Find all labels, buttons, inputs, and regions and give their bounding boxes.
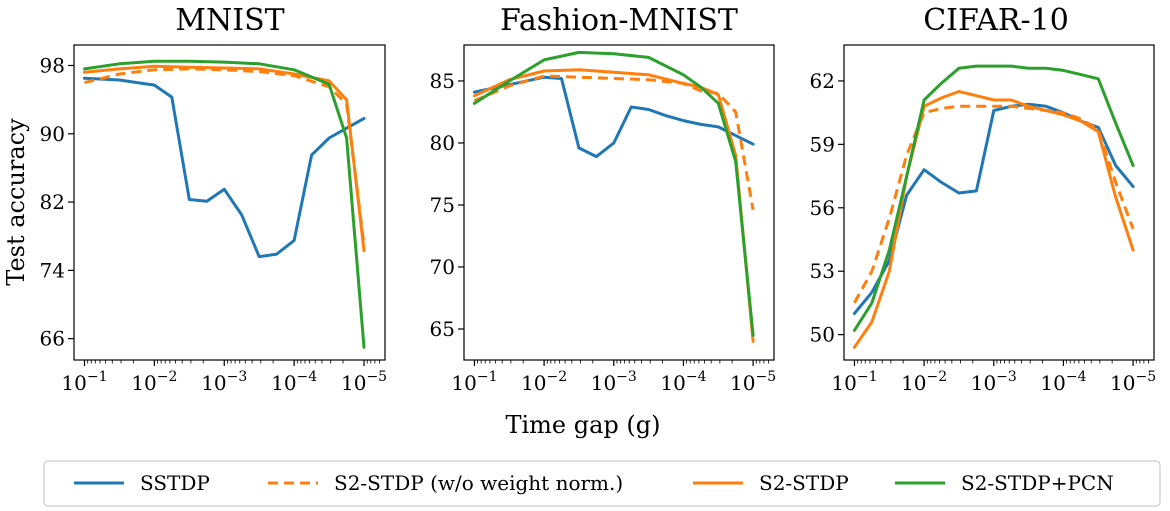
fashion-mnist-x-tick-label: 10−5 [730,369,776,395]
cifar10-y-tick-label: 53 [810,259,835,283]
panel-title-cifar10: CIFAR-10 [923,3,1069,38]
cifar10-x-tick-label: 10−3 [971,369,1017,395]
cifar10-x-tick-label: 10−5 [1110,369,1156,395]
legend-box [43,460,1161,507]
mnist-y-tick-label: 82 [40,190,65,214]
panel-title-mnist: MNIST [175,3,284,38]
axes-frame-cifar10 [843,44,1155,361]
mnist-y-tick-label: 90 [40,122,65,146]
mnist-x-tick-label: 10−3 [201,369,247,395]
cifar10-y-tick-label: 59 [810,132,835,156]
legend-label-s2-stdp: S2-STDP [759,471,849,495]
mnist-series-s2-stdp-w-o-weight-norm [84,67,366,245]
panel-cifar10: CIFAR-10 50 53 56 59 62 10−1 10−2 10−3 10−4 10−5 [810,3,1157,395]
cifar10-series-s2-stdp-w-o-weight-norm [853,104,1135,304]
mnist-y-tick-label: 74 [40,258,65,282]
fashion-mnist-series-sstdp [472,75,755,159]
cifar10-series-sstdp [852,102,1135,315]
fashion-mnist-series-s2-stdp [472,68,755,343]
fashion-mnist-x-tick-label: 10−1 [451,369,497,395]
plot-area-fashion-mnist: 65 70 75 80 85 10−1 10−2 10−3 10−4 10−5 [430,50,776,395]
mnist-x-tick-label: 10−2 [131,369,177,395]
mnist-x-tick-label: 10−4 [271,369,317,395]
fashion-mnist-series-s2-stdp-pcn [472,50,755,337]
mnist-x-tick-label: 10−1 [61,369,107,395]
fashion-mnist-y-tick-label: 85 [430,69,455,93]
panel-fashion-mnist: Fashion-MNIST 65 70 75 80 85 10−1 10−2 10−3 10−4… [430,3,777,395]
mnist-x-tick-label: 10−5 [341,369,387,395]
cifar10-series-s2-stdp [852,90,1135,349]
cifar10-x-tick-label: 10−1 [831,369,877,395]
fashion-mnist-x-tick-label: 10−3 [591,369,637,395]
mnist-y-tick-label: 98 [40,53,65,77]
legend-label-sstdp: SSTDP [140,471,210,495]
legend-label-s2-stdp-pcn: S2-STDP+PCN [961,471,1114,495]
fashion-mnist-x-tick-label: 10−4 [660,369,706,395]
cifar10-series-s2-stdp-pcn [852,64,1135,332]
mnist-series-sstdp [83,76,366,259]
mnist-y-tick-label: 66 [40,327,65,351]
cifar10-x-tick-label: 10−4 [1040,369,1086,395]
fashion-mnist-series-s2-stdp-w-o-weight-norm [473,74,755,211]
mnist-series-s2-stdp [83,64,366,253]
fashion-mnist-x-tick-label: 10−2 [521,369,567,395]
cifar10-y-tick-label: 50 [810,323,835,347]
legend: SSTDP S2-STDP (w/o weight norm.) S2-STDP S2… [43,460,1161,507]
axes-frame-fashion-mnist [463,44,775,361]
fashion-mnist-y-tick-label: 75 [430,193,455,217]
legend-label-s2-stdp-w-o-weight-norm: S2-STDP (w/o weight norm.) [334,471,623,495]
panel-title-fashion-mnist: Fashion-MNIST [500,3,738,38]
plot-area-cifar10: 50 53 56 59 62 10−1 10−2 10−3 10−4 10−5 [810,64,1156,395]
mnist-series-s2-stdp-pcn [83,59,366,349]
fashion-mnist-y-tick-label: 70 [430,255,455,279]
fashion-mnist-y-tick-label: 65 [430,317,455,341]
cifar10-y-tick-label: 62 [810,69,835,93]
cifar10-y-tick-label: 56 [810,196,835,220]
x-axis-label: Time gap (g) [505,411,660,439]
y-axis-label: Test accuracy [2,118,30,286]
fashion-mnist-y-tick-label: 80 [430,131,455,155]
plot-area-mnist: 66 74 82 90 98 10−1 10−2 10−3 10−4 10−5 [40,53,388,395]
cifar10-x-tick-label: 10−2 [901,369,947,395]
panel-mnist: MNIST 66 74 82 90 98 10−1 10−2 10−3 10−4 10−5 [40,3,388,395]
